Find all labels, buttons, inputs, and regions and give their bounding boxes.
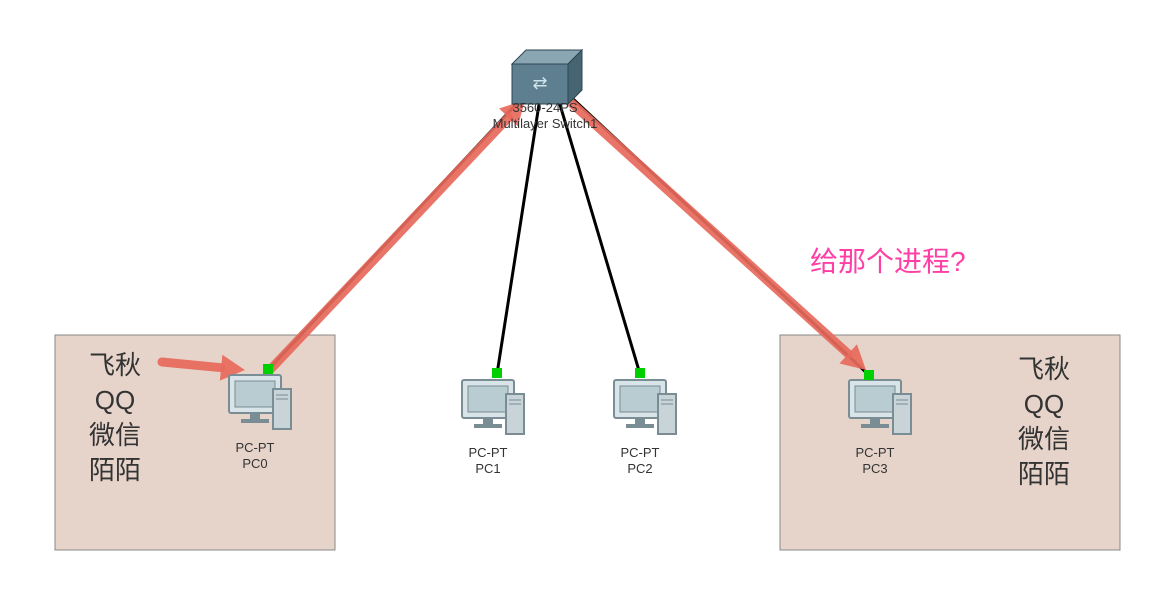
pc3-label: PC-PT PC3 <box>856 445 895 476</box>
links-layer <box>268 98 870 376</box>
app-item: 飞秋 <box>89 348 141 383</box>
pc1-label: PC-PT PC1 <box>469 445 508 476</box>
app-item: 陌陌 <box>1018 457 1070 492</box>
pc2-label: PC-PT PC2 <box>621 445 660 476</box>
app-list-right: 飞秋QQ微信陌陌 <box>1018 352 1070 492</box>
switch-icon: ⇄ <box>512 50 582 104</box>
question-text: 给那个进程? <box>810 240 966 280</box>
app-list-left: 飞秋QQ微信陌陌 <box>89 348 141 488</box>
switch-name: Multilayer Switch1 <box>493 116 598 131</box>
switch-model: 3560-24PS <box>512 100 577 115</box>
switch-label: 3560-24PS Multilayer Switch1 <box>493 100 598 131</box>
app-item: QQ <box>89 383 141 418</box>
app-item: 陌陌 <box>89 453 141 488</box>
app-item: 微信 <box>89 418 141 453</box>
app-item: QQ <box>1018 387 1070 422</box>
pc0-label: PC-PT PC0 <box>236 440 275 471</box>
svg-text:⇄: ⇄ <box>532 73 547 93</box>
app-item: 微信 <box>1018 422 1070 457</box>
app-item: 飞秋 <box>1018 352 1070 387</box>
topology-canvas: ⇄ <box>0 0 1165 594</box>
